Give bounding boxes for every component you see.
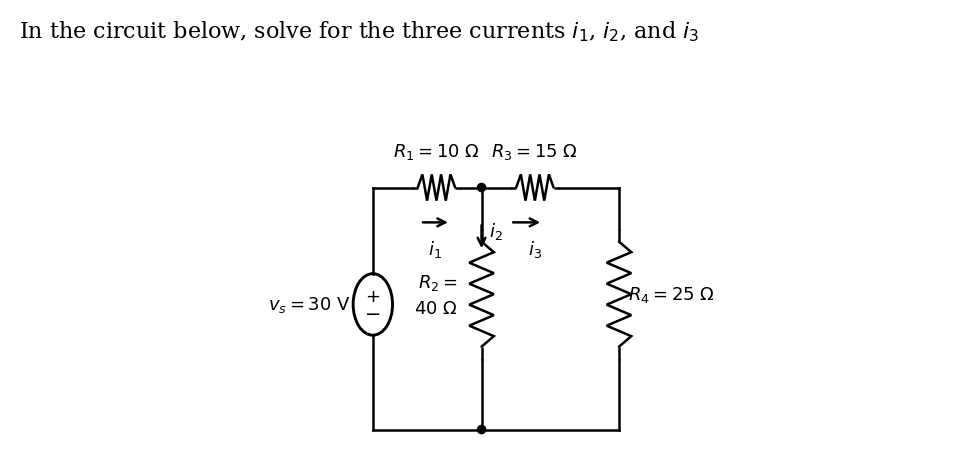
Text: $v_s = 30\ \mathrm{V}$: $v_s = 30\ \mathrm{V}$ — [268, 295, 350, 315]
Circle shape — [478, 426, 485, 434]
Text: $i_1$: $i_1$ — [429, 238, 442, 259]
Text: $i_2$: $i_2$ — [489, 220, 503, 242]
Text: $R_4 = 25\ \Omega$: $R_4 = 25\ \Omega$ — [628, 285, 714, 305]
Text: $i_3$: $i_3$ — [527, 238, 542, 259]
Circle shape — [478, 184, 485, 192]
Text: In the circuit below, solve for the three currents $\boldsymbol{i_1}$, $\boldsym: In the circuit below, solve for the thre… — [19, 19, 699, 44]
Text: $R_2 =$
$40\ \Omega$: $R_2 =$ $40\ \Omega$ — [414, 272, 457, 317]
Text: $R_3 = 15\ \Omega$: $R_3 = 15\ \Omega$ — [491, 141, 578, 161]
Text: $R_1 = 10\ \Omega$: $R_1 = 10\ \Omega$ — [393, 141, 480, 161]
Text: +: + — [365, 287, 381, 305]
Text: −: − — [364, 305, 381, 324]
